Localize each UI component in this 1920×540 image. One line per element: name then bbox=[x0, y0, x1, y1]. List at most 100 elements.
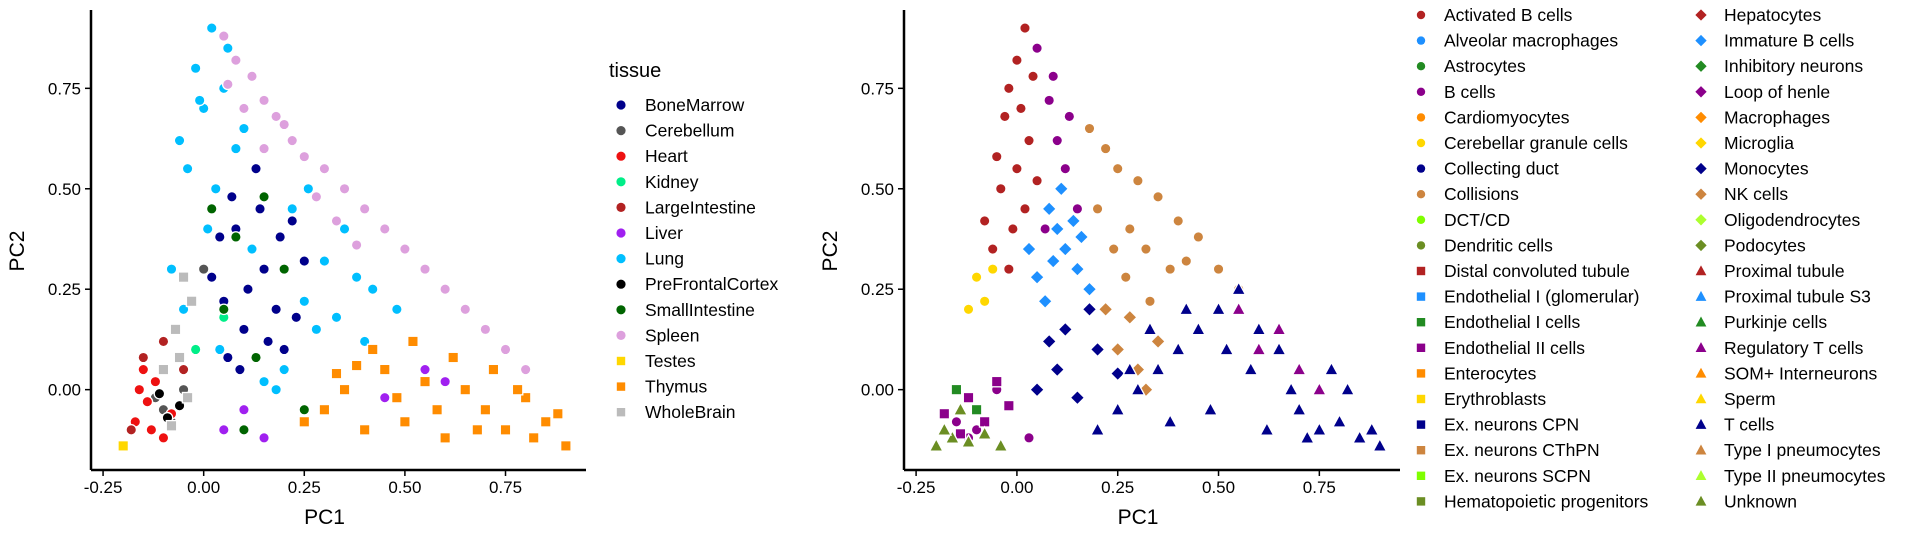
right-point bbox=[1059, 162, 1072, 175]
celltype-legend-label: Dendritic cells bbox=[1444, 235, 1553, 255]
right-point bbox=[1291, 361, 1307, 376]
left-point bbox=[330, 367, 343, 380]
left-y-tick-label: 0.75 bbox=[48, 79, 81, 98]
right-point bbox=[1031, 42, 1043, 55]
left-series-8 bbox=[205, 190, 311, 436]
celltype-legend-label: Endothelial II cells bbox=[1444, 338, 1585, 358]
left-point bbox=[459, 303, 472, 316]
left-point bbox=[350, 271, 363, 284]
right-point bbox=[950, 415, 963, 428]
celltype-legend-key bbox=[1695, 111, 1707, 124]
left-point bbox=[181, 162, 194, 175]
tissue-legend-label: BoneMarrow bbox=[645, 95, 745, 115]
left-point bbox=[213, 343, 226, 356]
right-point bbox=[978, 215, 991, 227]
celltype-legend-key bbox=[1695, 316, 1707, 327]
left-point bbox=[258, 190, 270, 203]
right-point bbox=[1031, 174, 1043, 187]
right-point bbox=[1190, 321, 1207, 336]
celltype-legend-label: Cerebellar granule cells bbox=[1444, 133, 1628, 153]
left-point bbox=[246, 70, 258, 83]
tissue-legend-label: PreFrontalCortex bbox=[645, 274, 778, 294]
right-point bbox=[1230, 300, 1247, 316]
left-point bbox=[399, 415, 411, 428]
left-point bbox=[278, 118, 291, 131]
left-point bbox=[189, 343, 202, 356]
left-point bbox=[310, 190, 323, 203]
left-point bbox=[419, 363, 431, 376]
right-point bbox=[1351, 429, 1368, 444]
celltype-legend-key bbox=[1695, 342, 1707, 353]
right-point bbox=[1057, 241, 1074, 257]
left-point bbox=[278, 343, 291, 356]
tissue-legend-label: WholeBrain bbox=[645, 402, 735, 422]
right-point bbox=[1002, 82, 1015, 95]
left-series-10 bbox=[117, 440, 130, 452]
tissue-legend-key bbox=[616, 330, 626, 340]
left-point bbox=[366, 343, 379, 356]
right-point bbox=[1019, 203, 1031, 215]
celltype-legend-key bbox=[1416, 36, 1426, 45]
right-point bbox=[1130, 381, 1146, 396]
right-x-axis-title: PC1 bbox=[1118, 506, 1159, 529]
left-point bbox=[221, 42, 234, 55]
celltype-legend-label: Macrophages bbox=[1724, 107, 1830, 127]
right-series-13 bbox=[938, 375, 1015, 440]
left-point bbox=[205, 203, 218, 215]
left-point bbox=[141, 395, 154, 408]
right-point bbox=[1212, 263, 1225, 275]
right-point bbox=[944, 429, 961, 444]
left-point bbox=[137, 351, 150, 364]
right-point bbox=[1045, 253, 1062, 270]
celltype-legend-key bbox=[1416, 497, 1426, 506]
tissue-legend-label: Spleen bbox=[645, 325, 700, 345]
left-x-tick-label: 0.75 bbox=[489, 478, 522, 497]
left-series-4 bbox=[125, 335, 190, 436]
tissue-legend-label: Thymus bbox=[645, 377, 707, 397]
left-point bbox=[165, 419, 178, 432]
right-point bbox=[993, 437, 1009, 452]
celltype-legend-label: Type II pneumocytes bbox=[1724, 466, 1886, 486]
right-point bbox=[1002, 399, 1015, 412]
left-point bbox=[278, 263, 291, 275]
celltype-legend-label: B cells bbox=[1444, 82, 1496, 102]
tissue-legend-label: Liver bbox=[645, 223, 683, 243]
right-x-tick-label: 0.75 bbox=[1303, 478, 1336, 497]
left-point bbox=[169, 323, 182, 336]
celltype-legend-key bbox=[1695, 470, 1707, 481]
left-point bbox=[338, 182, 351, 195]
celltype-legend: Activated B cells Alveolar macrophages Ast… bbox=[1416, 5, 1886, 511]
left-point bbox=[286, 215, 299, 227]
right-y-axis-title: PC2 bbox=[819, 231, 842, 272]
celltype-legend-key bbox=[1416, 87, 1426, 97]
tissue-legend-label: SmallIntestine bbox=[645, 300, 755, 320]
left-point bbox=[185, 295, 198, 308]
celltype-legend-key bbox=[1416, 10, 1426, 20]
left-point bbox=[338, 383, 351, 396]
right-point bbox=[1047, 70, 1060, 83]
right-point bbox=[978, 415, 991, 428]
celltype-legend-label: Podocytes bbox=[1724, 235, 1806, 255]
right-x-tick-label: -0.25 bbox=[897, 478, 936, 497]
right-point bbox=[1162, 413, 1178, 428]
left-point bbox=[270, 110, 282, 123]
right-point bbox=[1071, 203, 1084, 215]
right-point bbox=[1111, 162, 1124, 175]
tissue-legend-key bbox=[616, 202, 626, 212]
left-point bbox=[318, 403, 331, 416]
left-point bbox=[258, 142, 270, 155]
tissue-legend: tissue BoneMarrow Cerebellum Heart Kidney Lar… bbox=[609, 60, 778, 422]
celltype-legend-key bbox=[1695, 367, 1707, 378]
right-point bbox=[998, 110, 1011, 123]
right-point bbox=[1023, 432, 1035, 444]
left-point bbox=[177, 363, 190, 376]
right-point bbox=[1140, 243, 1152, 255]
celltype-legend-label: Regulatory T cells bbox=[1724, 338, 1864, 358]
celltype-legend-key bbox=[1416, 318, 1426, 327]
right-point bbox=[1109, 365, 1126, 382]
left-point bbox=[447, 351, 460, 364]
left-point bbox=[399, 243, 411, 255]
right-point bbox=[1097, 301, 1114, 318]
right-point bbox=[1210, 300, 1227, 316]
right-series-5 bbox=[962, 263, 999, 316]
